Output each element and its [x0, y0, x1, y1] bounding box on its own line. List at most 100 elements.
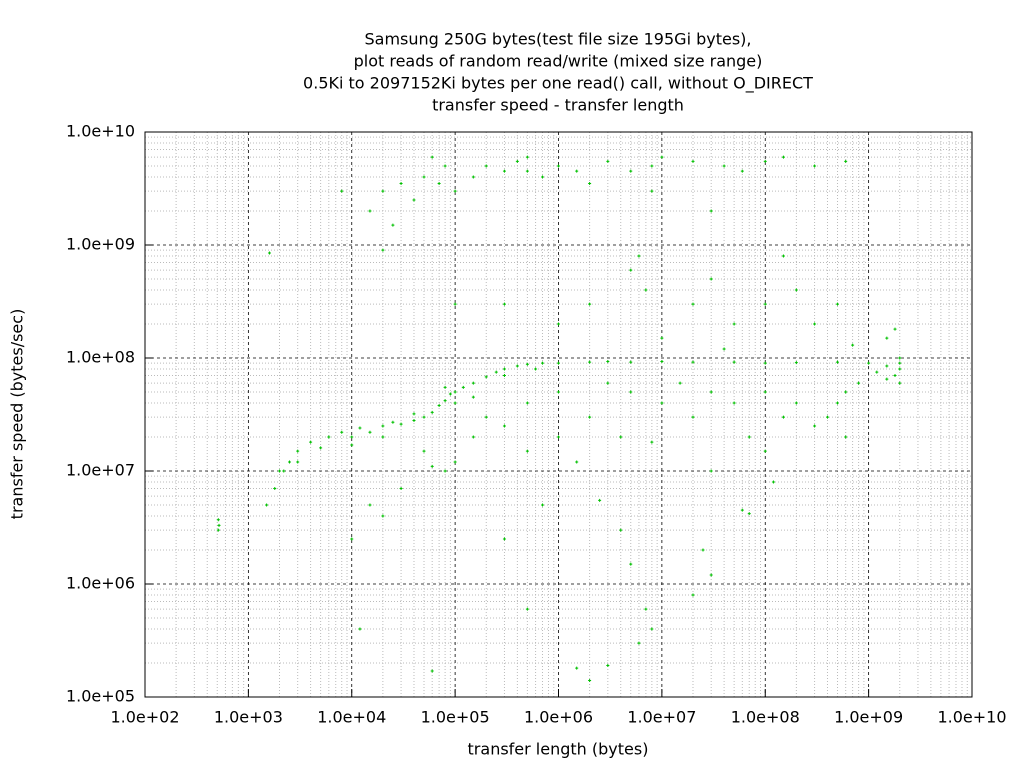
point	[391, 420, 395, 424]
point	[691, 302, 695, 306]
point	[350, 435, 354, 439]
point	[606, 159, 610, 163]
y-axis-label: transfer speed (bytes/sec)	[8, 309, 27, 520]
point	[340, 189, 344, 193]
point	[412, 412, 416, 416]
point	[534, 367, 538, 371]
x-tick-label: 1.0e+10	[937, 708, 1006, 727]
point	[391, 223, 395, 227]
point	[448, 392, 452, 396]
point	[660, 155, 664, 159]
y-tick-label: 1.0e+07	[66, 461, 135, 480]
point	[340, 430, 344, 434]
point	[430, 410, 434, 414]
point	[502, 302, 506, 306]
y-tick-label: 1.0e+09	[66, 235, 135, 254]
point	[443, 385, 447, 389]
point	[422, 449, 426, 453]
point	[412, 198, 416, 202]
chart-title: Samsung 250G bytes(test file size 195Gi …	[365, 30, 752, 49]
point	[709, 277, 713, 281]
point	[885, 336, 889, 340]
point	[691, 159, 695, 163]
point	[540, 175, 544, 179]
y-tick-label: 1.0e+06	[66, 574, 135, 593]
point	[588, 182, 592, 186]
point	[629, 390, 633, 394]
point	[430, 155, 434, 159]
point	[471, 395, 475, 399]
point	[836, 401, 840, 405]
point	[660, 360, 664, 364]
x-tick-label: 1.0e+07	[627, 708, 696, 727]
point	[484, 415, 488, 419]
point	[619, 435, 623, 439]
point	[629, 268, 633, 272]
point	[794, 288, 798, 292]
point	[216, 528, 220, 532]
point	[844, 435, 848, 439]
point	[309, 440, 313, 444]
point	[875, 370, 879, 374]
point	[381, 189, 385, 193]
point	[598, 498, 602, 502]
point	[399, 182, 403, 186]
point	[722, 164, 726, 168]
x-tick-label: 1.0e+02	[110, 708, 179, 727]
point	[650, 440, 654, 444]
point	[813, 322, 817, 326]
plot-border	[144, 131, 973, 698]
point	[277, 469, 281, 473]
point	[588, 678, 592, 682]
point	[557, 322, 560, 326]
point	[732, 401, 736, 405]
point	[851, 343, 855, 347]
point	[644, 288, 648, 292]
point	[898, 381, 902, 385]
point	[515, 364, 519, 368]
point	[430, 464, 434, 468]
point	[350, 443, 354, 447]
point	[747, 435, 751, 439]
point	[399, 487, 403, 491]
point	[453, 390, 457, 394]
point	[722, 347, 726, 351]
point	[399, 422, 403, 426]
point	[540, 503, 544, 507]
point	[437, 403, 441, 407]
point	[781, 415, 785, 419]
point	[557, 164, 560, 168]
point	[502, 367, 506, 371]
point	[709, 573, 713, 577]
point	[844, 159, 848, 163]
point	[358, 426, 362, 430]
x-tick-label: 1.0e+06	[524, 708, 593, 727]
point	[319, 446, 323, 450]
point	[781, 254, 785, 258]
point	[898, 356, 902, 360]
point	[740, 169, 744, 173]
y-tick-label: 1.0e+05	[66, 687, 135, 706]
point	[296, 449, 300, 453]
point	[794, 401, 798, 405]
point	[484, 164, 488, 168]
point	[557, 361, 560, 365]
point	[443, 164, 447, 168]
point	[588, 302, 592, 306]
x-tick-label: 1.0e+04	[317, 708, 386, 727]
point	[502, 424, 506, 428]
chart-title: 0.5Ki to 2097152Ki bytes per one read() …	[303, 74, 813, 94]
point	[732, 322, 736, 326]
point	[691, 593, 695, 597]
point	[629, 169, 633, 173]
point	[709, 390, 713, 394]
point	[885, 377, 889, 381]
point	[836, 360, 840, 364]
point	[515, 159, 519, 163]
point	[709, 469, 713, 473]
point	[660, 401, 664, 405]
point	[368, 209, 372, 213]
point	[430, 669, 434, 673]
point	[701, 548, 705, 552]
point	[437, 182, 441, 186]
